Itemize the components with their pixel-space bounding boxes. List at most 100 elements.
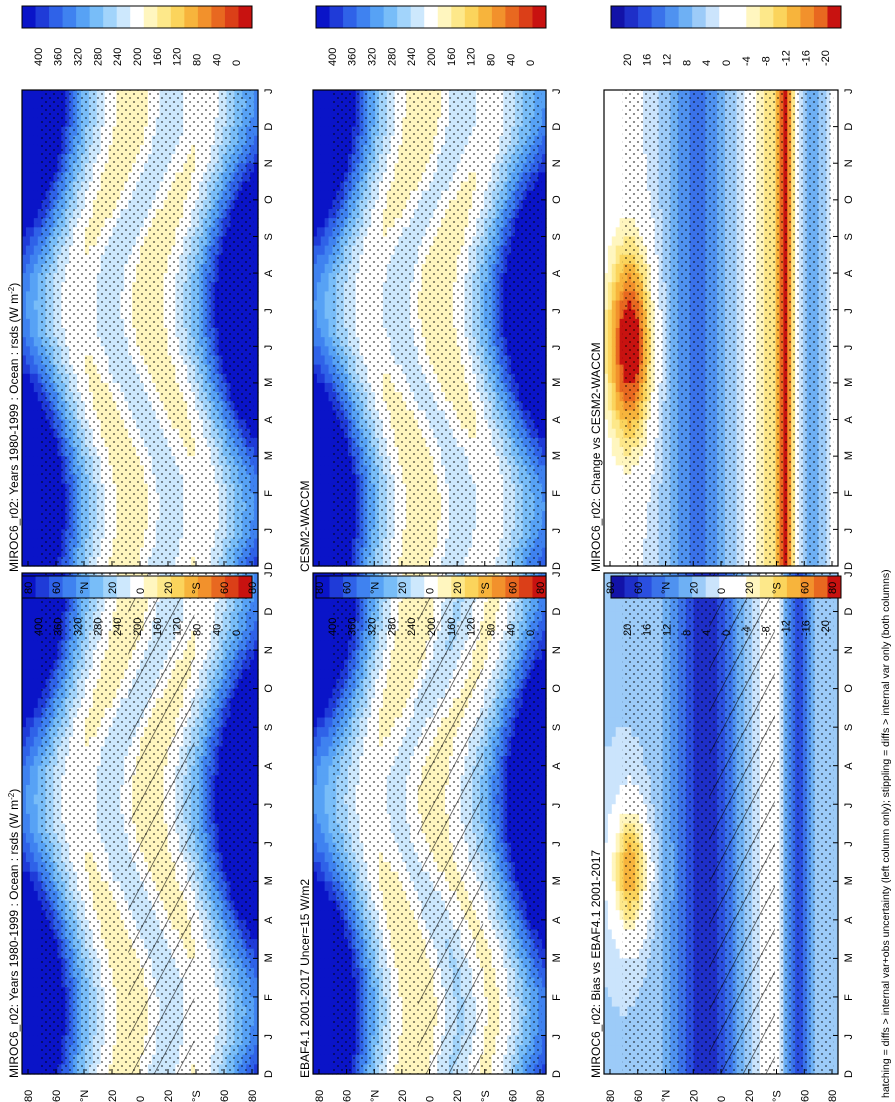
heatmap-cell [313,842,318,854]
heatmap-cell [22,833,27,844]
heatmap-cell [37,1025,43,1037]
heatmap-cell [320,813,326,825]
heatmap-cell [328,611,334,622]
heatmap-cell [324,1016,330,1027]
heatmap-cell [29,756,35,767]
heatmap-cell [328,601,334,613]
lat-tick-label: 80 [23,1090,35,1102]
heatmap-cell [313,987,318,998]
heatmap-cell [29,1045,35,1056]
heatmap-cell [37,871,43,882]
heatmap-cell [324,659,330,670]
heatmap-cell [29,804,35,815]
heatmap-cell [320,890,326,902]
heatmap-cell [328,958,334,969]
heatmap-cell [320,842,326,854]
colorbar-label: 120 [172,618,184,636]
heatmap-cell [328,919,334,931]
heatmap-cell [313,736,318,748]
heatmap-cell [324,948,330,959]
heatmap-cell [316,823,322,834]
heatmap-cell [320,601,326,613]
heatmap-cell [22,669,27,680]
heatmap-cell [29,813,35,825]
heatmap-cell [22,910,27,921]
heatmap-cell [328,698,334,709]
heatmap-cell [29,707,35,719]
heatmap-cell [316,900,322,911]
heatmap-cell [29,765,35,776]
heatmap-cell [320,784,326,796]
heatmap-cell [29,987,35,998]
heatmap-cell [22,1054,27,1065]
heatmap-cell [316,640,322,651]
heatmap-cell [37,717,43,728]
heatmap-cell [33,900,39,911]
heatmap-cell [37,1054,43,1065]
heatmap-cell [25,621,31,632]
heatmap-cell [25,1035,31,1046]
heatmap-cell [316,813,322,825]
heatmap-cell [29,900,35,911]
heatmap-cell [324,1064,330,1075]
heatmap-cell [316,678,322,690]
heatmap-cell [254,813,259,825]
heatmap-cell [33,650,39,661]
heatmap-cell [324,650,330,661]
heatmap-cell [254,842,259,854]
heatmap-cell [320,678,326,690]
heatmap-cell [33,678,39,690]
heatmap-cell [254,698,259,709]
heatmap-cell [328,948,334,959]
heatmap-cell [316,1035,322,1046]
colorbar-swatch [197,576,212,598]
heatmap-cell [320,765,326,776]
colorbar-frame [21,575,253,599]
heatmap-cell [316,765,322,776]
heatmap-cell [22,862,27,873]
heatmap-cell [328,929,334,940]
heatmap-cell [25,727,31,738]
heatmap-cell [324,784,330,796]
heatmap-cell [324,890,330,902]
heatmap-cell [22,650,27,661]
heatmap-cell [33,977,39,988]
heatmap-cell [22,987,27,998]
heatmap-cell [33,765,39,776]
month-tick-label: M [263,953,275,962]
heatmap-cell [37,890,43,902]
heatmap-cell [313,669,318,680]
heatmap-cell [33,910,39,921]
heatmap-cell [324,794,330,805]
heatmap-cell [313,611,318,622]
heatmap-cell [29,630,35,642]
heatmap-cell [25,669,31,680]
heatmap-cell [29,833,35,844]
heatmap-cell [316,601,322,613]
heatmap-cell [254,881,259,892]
heatmap-cell [25,987,31,998]
heatmap-cell [320,823,326,834]
heatmap-cell [25,1016,31,1027]
heatmap-cell [37,698,43,709]
heatmap-cell [313,1064,318,1075]
heatmap-cell [25,678,31,690]
heatmap-cell [37,707,43,719]
heatmap-cell [316,1045,322,1056]
month-tick-label: N [263,646,275,654]
heatmap-cell [29,871,35,882]
heatmap-cell [328,669,334,680]
heatmap-cell [320,717,326,728]
heatmap-cell [25,833,31,844]
heatmap-cell [22,727,27,738]
heatmap-cell [33,919,39,931]
heatmap-cell [25,813,31,825]
heatmap-cell [320,746,326,757]
heatmap-cell [328,746,334,757]
heatmap-cell [316,929,322,940]
heatmap-cell [22,996,27,1008]
heatmap-cell [328,900,334,911]
heatmap-cell [29,939,35,950]
heatmap-cell [22,977,27,988]
